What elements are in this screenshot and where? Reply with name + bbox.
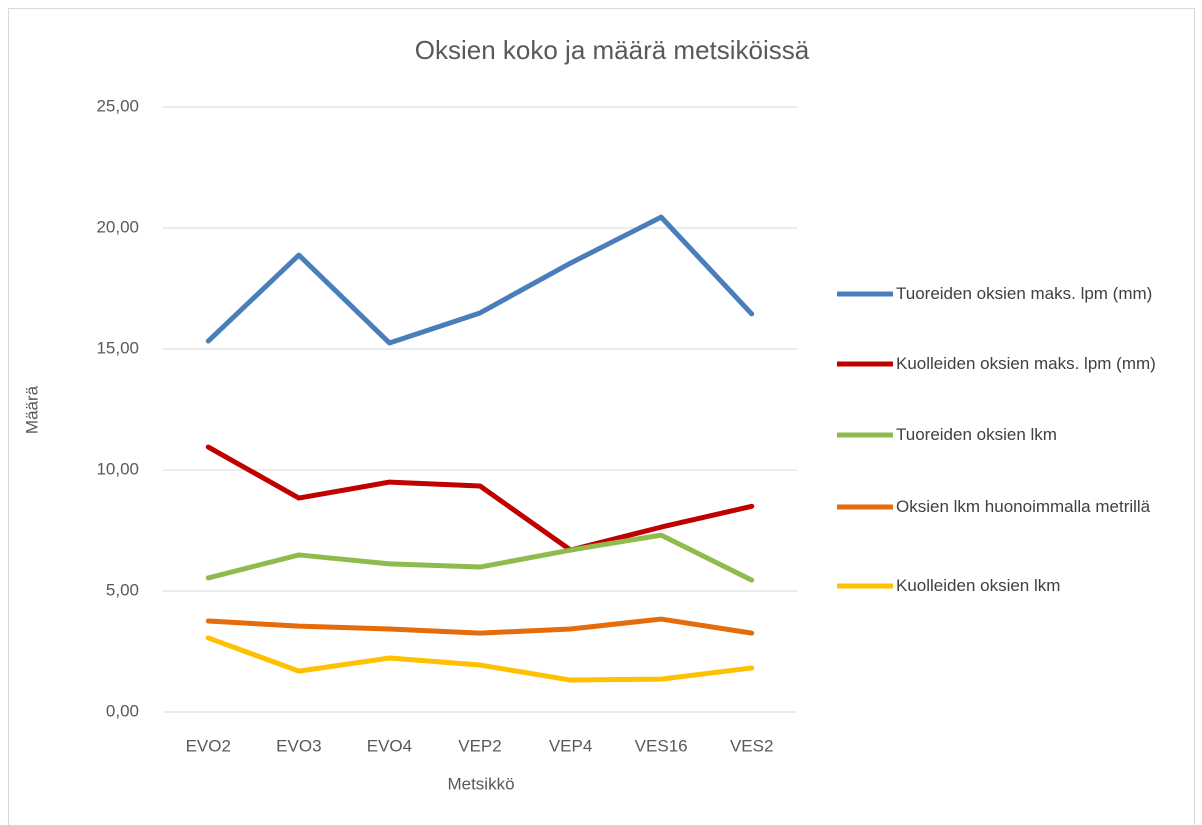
series-line — [205, 532, 755, 583]
legend-entry: Tuoreiden oksien maks. lpm (mm) — [896, 284, 1153, 303]
series-line — [205, 444, 755, 553]
x-tick-label: EVO3 — [276, 736, 321, 755]
x-tick-label: VES2 — [730, 736, 773, 755]
x-tick-label: VES16 — [635, 736, 688, 755]
y-tick-label: 25,00 — [96, 96, 139, 115]
chart-title: Oksien koko ja määrä metsiköissä — [415, 35, 810, 65]
y-tick-label: 20,00 — [96, 217, 139, 236]
x-tick-label: EVO2 — [186, 736, 231, 755]
series-line — [205, 635, 755, 683]
series-line — [205, 616, 755, 636]
series-line — [205, 214, 755, 346]
x-tick-label: EVO4 — [367, 736, 412, 755]
y-tick-label: 0,00 — [106, 701, 139, 720]
y-tick-label: 10,00 — [96, 459, 139, 478]
legend-entry: Oksien lkm huonoimmalla metrillä — [896, 497, 1151, 516]
y-axis-label: Määrä — [22, 385, 41, 434]
legend-entry: Kuolleiden oksien lkm — [896, 576, 1061, 595]
legend-entry: Kuolleiden oksien maks. lpm (mm) — [896, 354, 1156, 373]
y-tick-label: 5,00 — [106, 580, 139, 599]
x-tick-label: VEP2 — [458, 736, 501, 755]
x-tick-label: VEP4 — [549, 736, 592, 755]
y-tick-label: 15,00 — [96, 338, 139, 357]
chart-border — [8, 8, 1195, 825]
legend-entry: Tuoreiden oksien lkm — [896, 425, 1057, 444]
x-axis-label: Metsikkö — [447, 774, 514, 793]
